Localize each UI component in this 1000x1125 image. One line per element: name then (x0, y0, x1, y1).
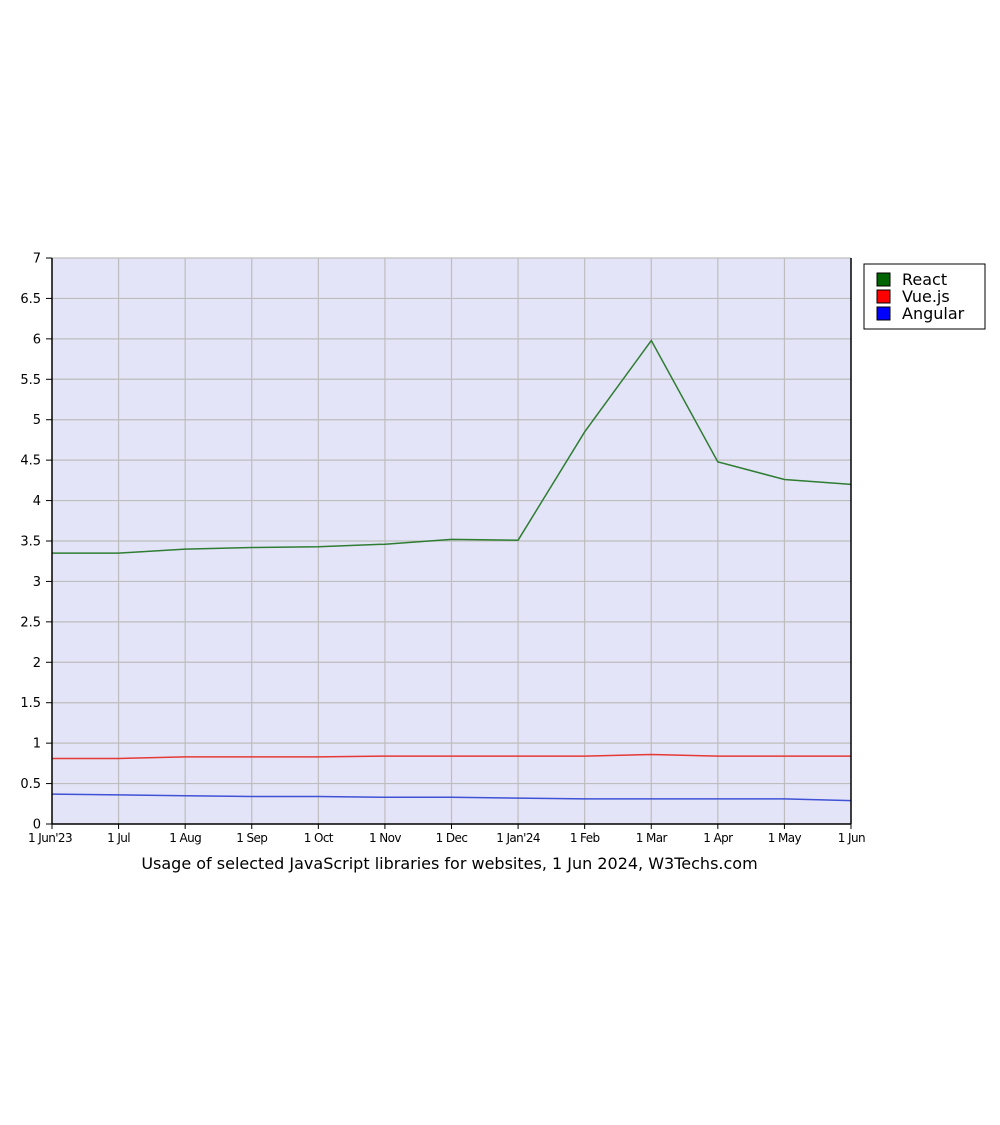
y-tick-label: 1 (33, 737, 41, 752)
y-tick-label: 2 (33, 656, 41, 671)
legend-swatch-react (876, 272, 891, 287)
chart-caption: Usage of selected JavaScript libraries f… (141, 854, 757, 873)
x-tick-label: 1 May (768, 831, 802, 845)
x-tick-label: 1 Nov (369, 831, 401, 845)
y-tick-label: 3 (33, 575, 41, 590)
series-line-react (52, 339, 852, 554)
y-tick-label: 1.5 (20, 696, 41, 711)
x-tick-label: 1 Oct (304, 831, 334, 845)
x-tick-label: 1 Mar (636, 831, 668, 845)
x-tick-label: 1 Sep (236, 831, 267, 845)
legend-swatch-vue-js (876, 289, 891, 304)
x-tick-label: 1 Apr (703, 831, 733, 845)
y-tick-label: 4.5 (20, 454, 41, 469)
x-tick-label: 1 Jan'24 (496, 831, 540, 845)
y-tick-label: 6.5 (20, 292, 41, 307)
legend-swatch-angular (876, 306, 891, 321)
x-tick-label: 1 Jul (107, 831, 130, 845)
x-tick-labels: 1 Jun'23 1 Jul 1 Aug 1 Sep 1 Oct 1 Nov 1 Dec 1 … (28, 831, 866, 845)
y-tick-label: 2.5 (20, 615, 41, 630)
series-lines (51, 339, 852, 802)
legend-label-vue-js: Vue.js (902, 287, 950, 306)
series-line-angular (51, 793, 852, 802)
y-tick-label: 7 (33, 252, 41, 267)
y-tick-label: 0 (33, 818, 41, 833)
axes (51, 258, 852, 825)
legend-label-angular: Angular (902, 304, 965, 323)
x-tick-label: 1 Aug (169, 831, 201, 845)
grid-lines (46, 257, 852, 829)
x-tick-label: 1 Jun'23 (28, 831, 72, 845)
y-tick-label: 5.5 (20, 373, 41, 388)
y-tick-labels: 0 0.5 1 1.5 2 2.5 3 3.5 4 4.5 5 5.5 6 6.5 7 (20, 252, 41, 833)
x-tick-label: 1 Dec (436, 831, 468, 845)
x-tick-label: 1 Feb (570, 831, 600, 845)
y-tick-label: 0.5 (20, 777, 41, 792)
x-tick-label: 1 Jun (838, 831, 865, 845)
y-tick-label: 5 (33, 413, 41, 428)
y-tick-label: 6 (33, 332, 41, 347)
series-line-vue-js (52, 753, 851, 760)
y-tick-label: 4 (33, 494, 41, 509)
y-tick-label: 3.5 (20, 535, 41, 550)
legend-label-react: React (902, 270, 947, 289)
